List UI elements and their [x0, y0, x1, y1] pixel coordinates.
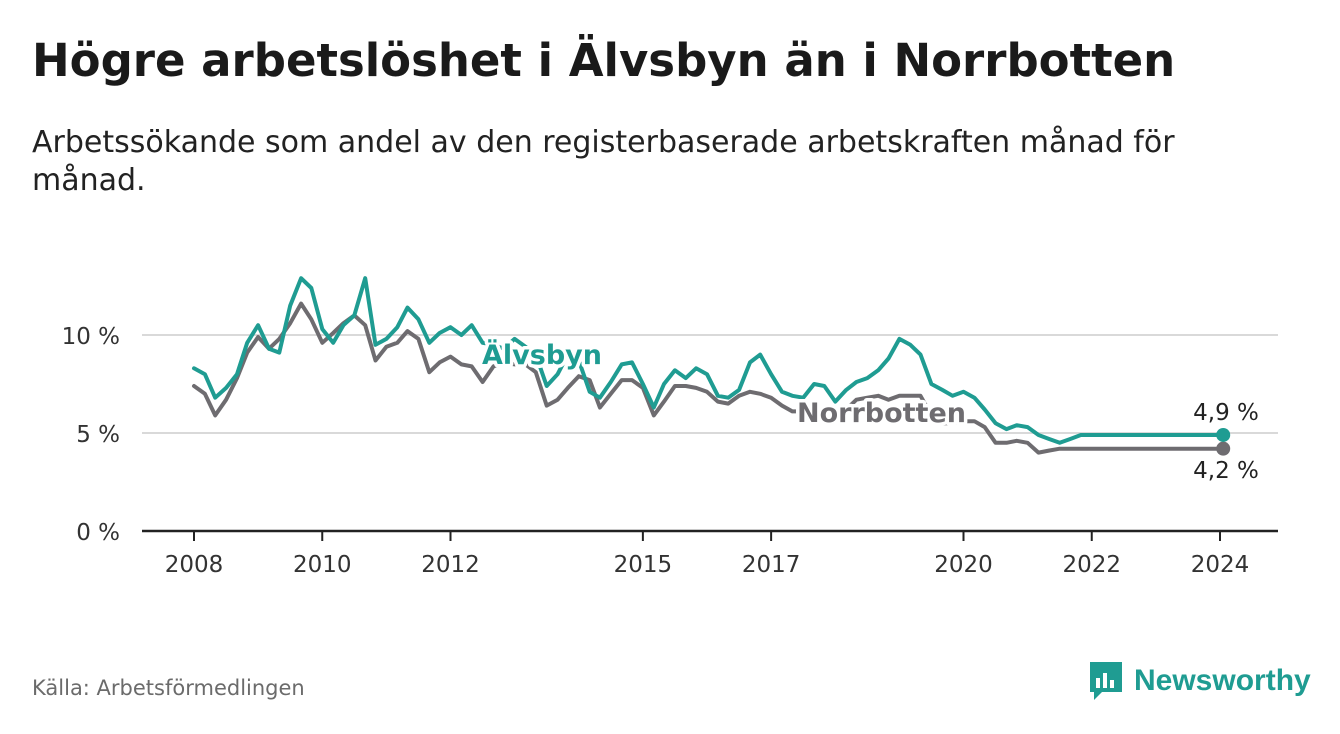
y-tick-label: 5 %	[76, 422, 120, 448]
newsworthy-logo-icon	[1090, 662, 1122, 700]
x-tick-label: 2010	[293, 552, 352, 578]
x-tick-label: 2012	[421, 552, 480, 578]
brand-name: Newsworthy	[1134, 664, 1311, 697]
line-chart: 0 % 5 % 10 % 2008 2010 2012 2015 2017 2020 2022 20…	[62, 276, 1278, 578]
x-tick-label: 2008	[165, 552, 224, 578]
x-tick-label: 2020	[934, 552, 993, 578]
y-tick-label: 10 %	[62, 324, 120, 350]
series-line-norrbotten	[192, 301, 1226, 455]
series-line-alvsbyn	[192, 276, 1226, 445]
end-label-norrbotten: 4,2 %	[1193, 458, 1259, 484]
x-tick-label: 2015	[614, 552, 673, 578]
source-note: Källa: Arbetsförmedlingen	[32, 676, 305, 700]
series-label-alvsbyn: Älvsbyn	[482, 339, 602, 371]
brand[interactable]: Newsworthy	[1088, 660, 1311, 702]
chart-subtitle: Arbetssökande som andel av den registerb…	[32, 125, 1175, 198]
series-label-norrbotten: Norrbotten	[797, 398, 966, 429]
series-end-marker-norrbotten	[1216, 441, 1231, 456]
end-label-alvsbyn: 4,9 %	[1193, 400, 1259, 426]
y-tick-label: 0 %	[76, 520, 120, 546]
x-tick-label: 2017	[742, 552, 801, 578]
series-end-marker-alvsbyn	[1216, 427, 1231, 442]
x-tick-label: 2022	[1062, 552, 1121, 578]
chart-title: Högre arbetslöshet i Älvsbyn än i Norrbo…	[32, 34, 1176, 87]
x-tick-label: 2024	[1191, 552, 1250, 578]
